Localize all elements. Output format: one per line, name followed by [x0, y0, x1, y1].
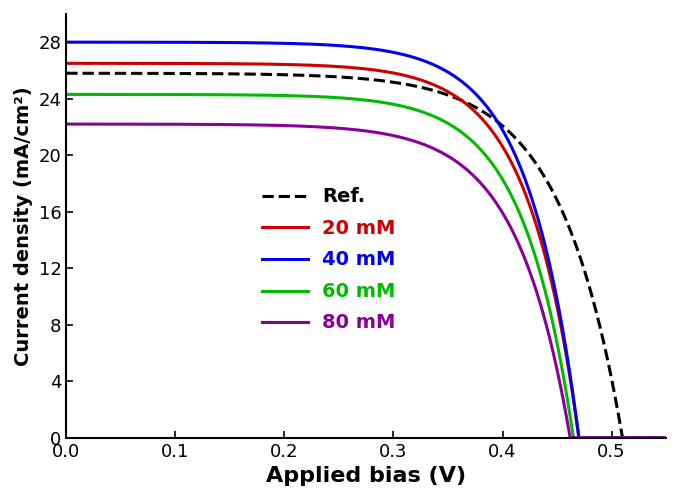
X-axis label: Applied bias (V): Applied bias (V) [266, 466, 466, 486]
Y-axis label: Current density (mA/cm²): Current density (mA/cm²) [14, 86, 33, 365]
Legend: Ref., 20 mM, 40 mM, 60 mM, 80 mM: Ref., 20 mM, 40 mM, 60 mM, 80 mM [255, 180, 403, 340]
